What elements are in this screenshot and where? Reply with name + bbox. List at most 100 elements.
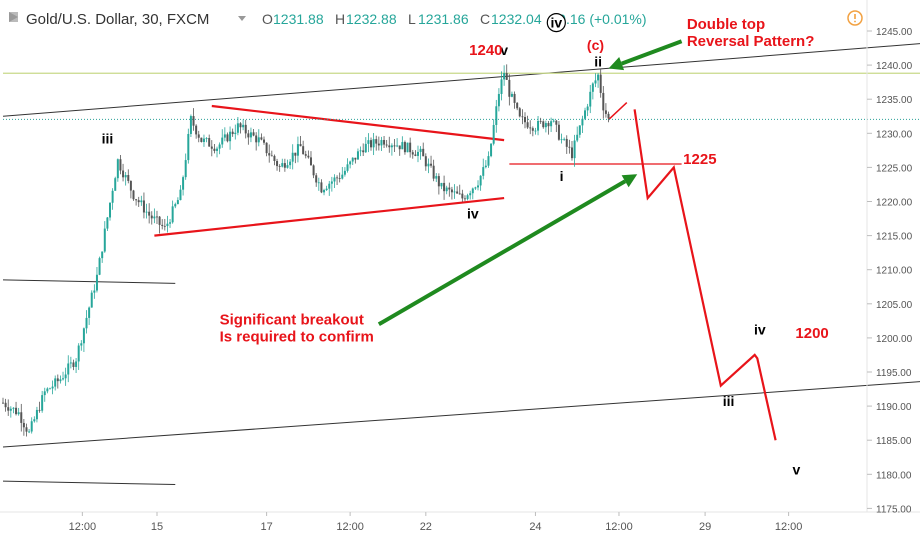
candle-body <box>510 93 513 97</box>
candle-body <box>43 391 46 396</box>
candle-body <box>568 146 571 148</box>
candle-body <box>302 146 305 155</box>
candle-body <box>356 151 359 160</box>
y-tick-label: 1200.00 <box>876 334 913 345</box>
candle-body <box>435 176 438 179</box>
candle-body <box>469 193 472 196</box>
close-label: C <box>480 11 490 27</box>
candle-body <box>179 189 182 201</box>
candle-body <box>255 135 258 143</box>
candle-body <box>75 361 78 367</box>
candle-body <box>9 408 12 411</box>
candle-body <box>385 144 388 146</box>
y-tick-label: 1190.00 <box>876 402 912 413</box>
candle-body <box>516 102 519 109</box>
candle-body <box>35 409 38 420</box>
candle-body <box>216 148 219 151</box>
candle-body <box>539 120 542 122</box>
projection-path <box>633 109 777 441</box>
symbol-title[interactable]: Gold/U.S. Dollar, 30, FXCM <box>26 11 209 28</box>
candle-body <box>315 175 318 183</box>
candle-body <box>403 142 406 153</box>
wave-label: ii <box>594 53 602 69</box>
candle-body <box>161 224 164 226</box>
candle-body <box>90 292 93 308</box>
candle-body <box>223 134 226 138</box>
annotation-line: Is required to confirm <box>220 328 374 345</box>
candle-body <box>132 190 135 200</box>
candle-body <box>307 155 310 158</box>
candle-body <box>195 125 198 135</box>
candle-body <box>64 374 67 379</box>
chevron-down-icon[interactable] <box>238 16 246 21</box>
candle-body <box>401 142 404 150</box>
candle-body <box>317 182 320 184</box>
candle-body <box>458 193 461 195</box>
candle-body <box>500 79 503 94</box>
candle-body <box>477 185 480 188</box>
high-value: 1232.88 <box>346 11 397 27</box>
wave-label: iv <box>467 206 479 222</box>
candle-body <box>456 191 459 194</box>
candle-body <box>534 130 537 132</box>
candle-body <box>581 118 584 126</box>
alert-circle-icon[interactable] <box>847 10 863 26</box>
candle-body <box>448 187 451 190</box>
triangle-upper-line <box>211 104 505 142</box>
candle-body <box>450 189 453 193</box>
candle-body <box>367 140 370 144</box>
candle-body <box>294 152 297 156</box>
change-value: +0.16 (+0.01%) <box>550 11 647 27</box>
candle-body <box>521 116 524 118</box>
wave-label: (c) <box>587 37 604 53</box>
candle-body <box>41 395 44 411</box>
candle-body <box>479 175 482 186</box>
arrow-shaft-0 <box>377 179 627 326</box>
candle-body <box>135 199 138 201</box>
candle-body <box>218 144 221 149</box>
candle-body <box>116 159 119 179</box>
breakdown-tick-line <box>608 102 628 121</box>
candle-body <box>430 163 433 166</box>
annotation-line: Double top <box>687 16 765 33</box>
arrow-shaft-1 <box>620 39 683 66</box>
y-tick-label: 1205.00 <box>876 300 913 311</box>
candle-body <box>333 177 336 182</box>
candle-body <box>388 145 391 148</box>
candle-body <box>142 200 145 213</box>
candle-body <box>573 140 576 159</box>
candle-body <box>364 143 367 153</box>
candle-body <box>2 402 4 404</box>
candle-body <box>351 157 354 162</box>
candle-body <box>416 151 419 156</box>
candle-body <box>354 157 357 160</box>
candle-body <box>229 131 232 142</box>
candle-body <box>291 152 294 162</box>
candle-body <box>343 170 346 175</box>
candle-body <box>221 137 224 145</box>
candle-body <box>325 188 328 191</box>
candle-body <box>323 190 326 193</box>
candle-body <box>482 167 485 176</box>
candle-body <box>526 122 529 128</box>
candle-body <box>51 386 54 389</box>
candle-body <box>328 183 331 189</box>
candle-body <box>252 132 255 136</box>
candle-body <box>309 157 312 166</box>
candle-body <box>578 125 581 135</box>
collapse-icon[interactable] <box>9 12 18 22</box>
candle-body <box>563 138 566 140</box>
candle-body <box>176 200 179 205</box>
candle-body <box>372 139 375 148</box>
candle-body <box>77 345 80 362</box>
candle-body <box>484 165 487 168</box>
triangle-lower-line <box>154 196 505 237</box>
candle-body <box>283 163 286 168</box>
price-label: 1200 <box>795 325 828 342</box>
candle-body <box>33 419 36 422</box>
candle-body <box>38 409 41 411</box>
candle-body <box>518 108 521 117</box>
candle-body <box>508 79 511 97</box>
candle-body <box>320 182 323 193</box>
